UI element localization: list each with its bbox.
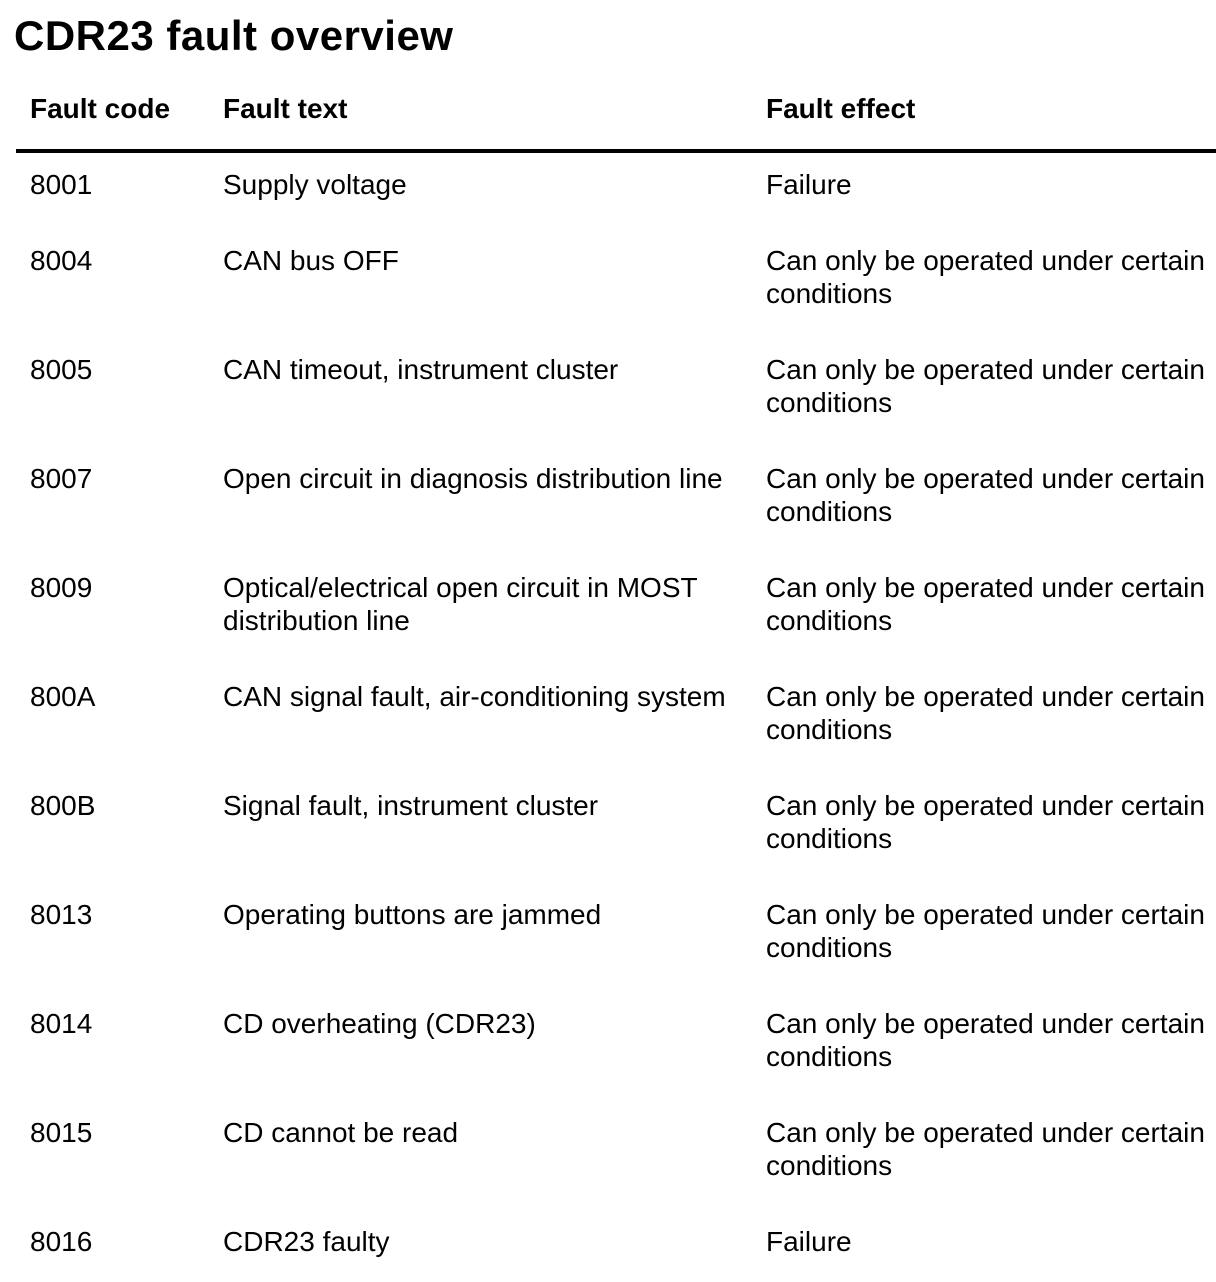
fault-effect-cell: Failure (766, 169, 852, 200)
fault-effect-cell: Can only be operated under certain condi… (766, 572, 1205, 636)
fault-code-cell: 8007 (30, 463, 93, 494)
header-divider-rule (16, 149, 1216, 153)
fault-text-cell: CD overheating (CDR23) (223, 1008, 536, 1039)
fault-effect-cell: Can only be operated under certain condi… (766, 899, 1205, 963)
fault-effect-cell: Failure (766, 1226, 852, 1257)
fault-text-cell: Open circuit in diagnosis distribution l… (223, 463, 723, 494)
table-row: 8001 Supply voltage Failure (0, 168, 1216, 201)
fault-code-cell: 8013 (30, 899, 93, 930)
fault-effect-cell: Can only be operated under certain condi… (766, 681, 1205, 745)
fault-effect-cell: Can only be operated under certain condi… (766, 354, 1205, 418)
table-body: 8001 Supply voltage Failure 8004 CAN bus OFF… (0, 168, 1216, 1258)
fault-code-cell: 8001 (30, 169, 93, 200)
table-header-row: Fault code Fault text Fault effect (0, 92, 1216, 125)
fault-code-cell: 800B (30, 790, 96, 821)
column-header-fault-code: Fault code (30, 93, 171, 124)
table-row: 8004 CAN bus OFF Can only be operated unde… (0, 244, 1216, 310)
fault-text-cell: Signal fault, instrument cluster (223, 790, 599, 821)
fault-text-cell: CAN timeout, instrument cluster (223, 354, 619, 385)
fault-text-cell: Optical/electrical open circuit in MOST … (223, 572, 698, 636)
column-header-fault-text: Fault text (223, 93, 348, 124)
column-header-fault-effect: Fault effect (766, 93, 916, 124)
table-row: 800A CAN signal fault, air-conditioning s… (0, 680, 1216, 746)
table-row: 8015 CD cannot be read Can only be operate… (0, 1116, 1216, 1182)
fault-code-cell: 8004 (30, 245, 93, 276)
fault-effect-cell: Can only be operated under certain condi… (766, 790, 1205, 854)
fault-code-cell: 800A (30, 681, 96, 712)
table-row: 8013 Operating buttons are jammed Can only… (0, 898, 1216, 964)
fault-text-cell: CD cannot be read (223, 1117, 459, 1148)
table-row: 8009 Optical/electrical open circuit in M… (0, 571, 1216, 637)
fault-effect-cell: Can only be operated under certain condi… (766, 245, 1205, 309)
fault-code-cell: 8005 (30, 354, 93, 385)
fault-effect-cell: Can only be operated under certain condi… (766, 463, 1205, 527)
fault-text-cell: Operating buttons are jammed (223, 899, 602, 930)
fault-text-cell: CAN signal fault, air-conditioning syste… (223, 681, 726, 712)
page-title: CDR23 fault overview (14, 12, 454, 59)
fault-code-cell: 8009 (30, 572, 93, 603)
fault-text-cell: CAN bus OFF (223, 245, 399, 276)
fault-code-cell: 8015 (30, 1117, 93, 1148)
table-row: 8007 Open circuit in diagnosis distributi… (0, 462, 1216, 528)
fault-table: Fault code Fault text Fault effect 8001 S… (0, 92, 1216, 1258)
fault-text-cell: Supply voltage (223, 169, 407, 200)
table-row: 8014 CD overheating (CDR23) Can only be op… (0, 1007, 1216, 1073)
fault-effect-cell: Can only be operated under certain condi… (766, 1117, 1205, 1181)
table-row: 8016 CDR23 faulty Failure (0, 1225, 1216, 1258)
table-row: 800B Signal fault, instrument cluster Can … (0, 789, 1216, 855)
fault-code-cell: 8014 (30, 1008, 93, 1039)
fault-text-cell: CDR23 faulty (223, 1226, 390, 1257)
fault-effect-cell: Can only be operated under certain condi… (766, 1008, 1205, 1072)
table-row: 8005 CAN timeout, instrument cluster Can o… (0, 353, 1216, 419)
fault-code-cell: 8016 (30, 1226, 93, 1257)
document-page: CDR23 fault overview Fault code Fault te… (0, 14, 1216, 1258)
